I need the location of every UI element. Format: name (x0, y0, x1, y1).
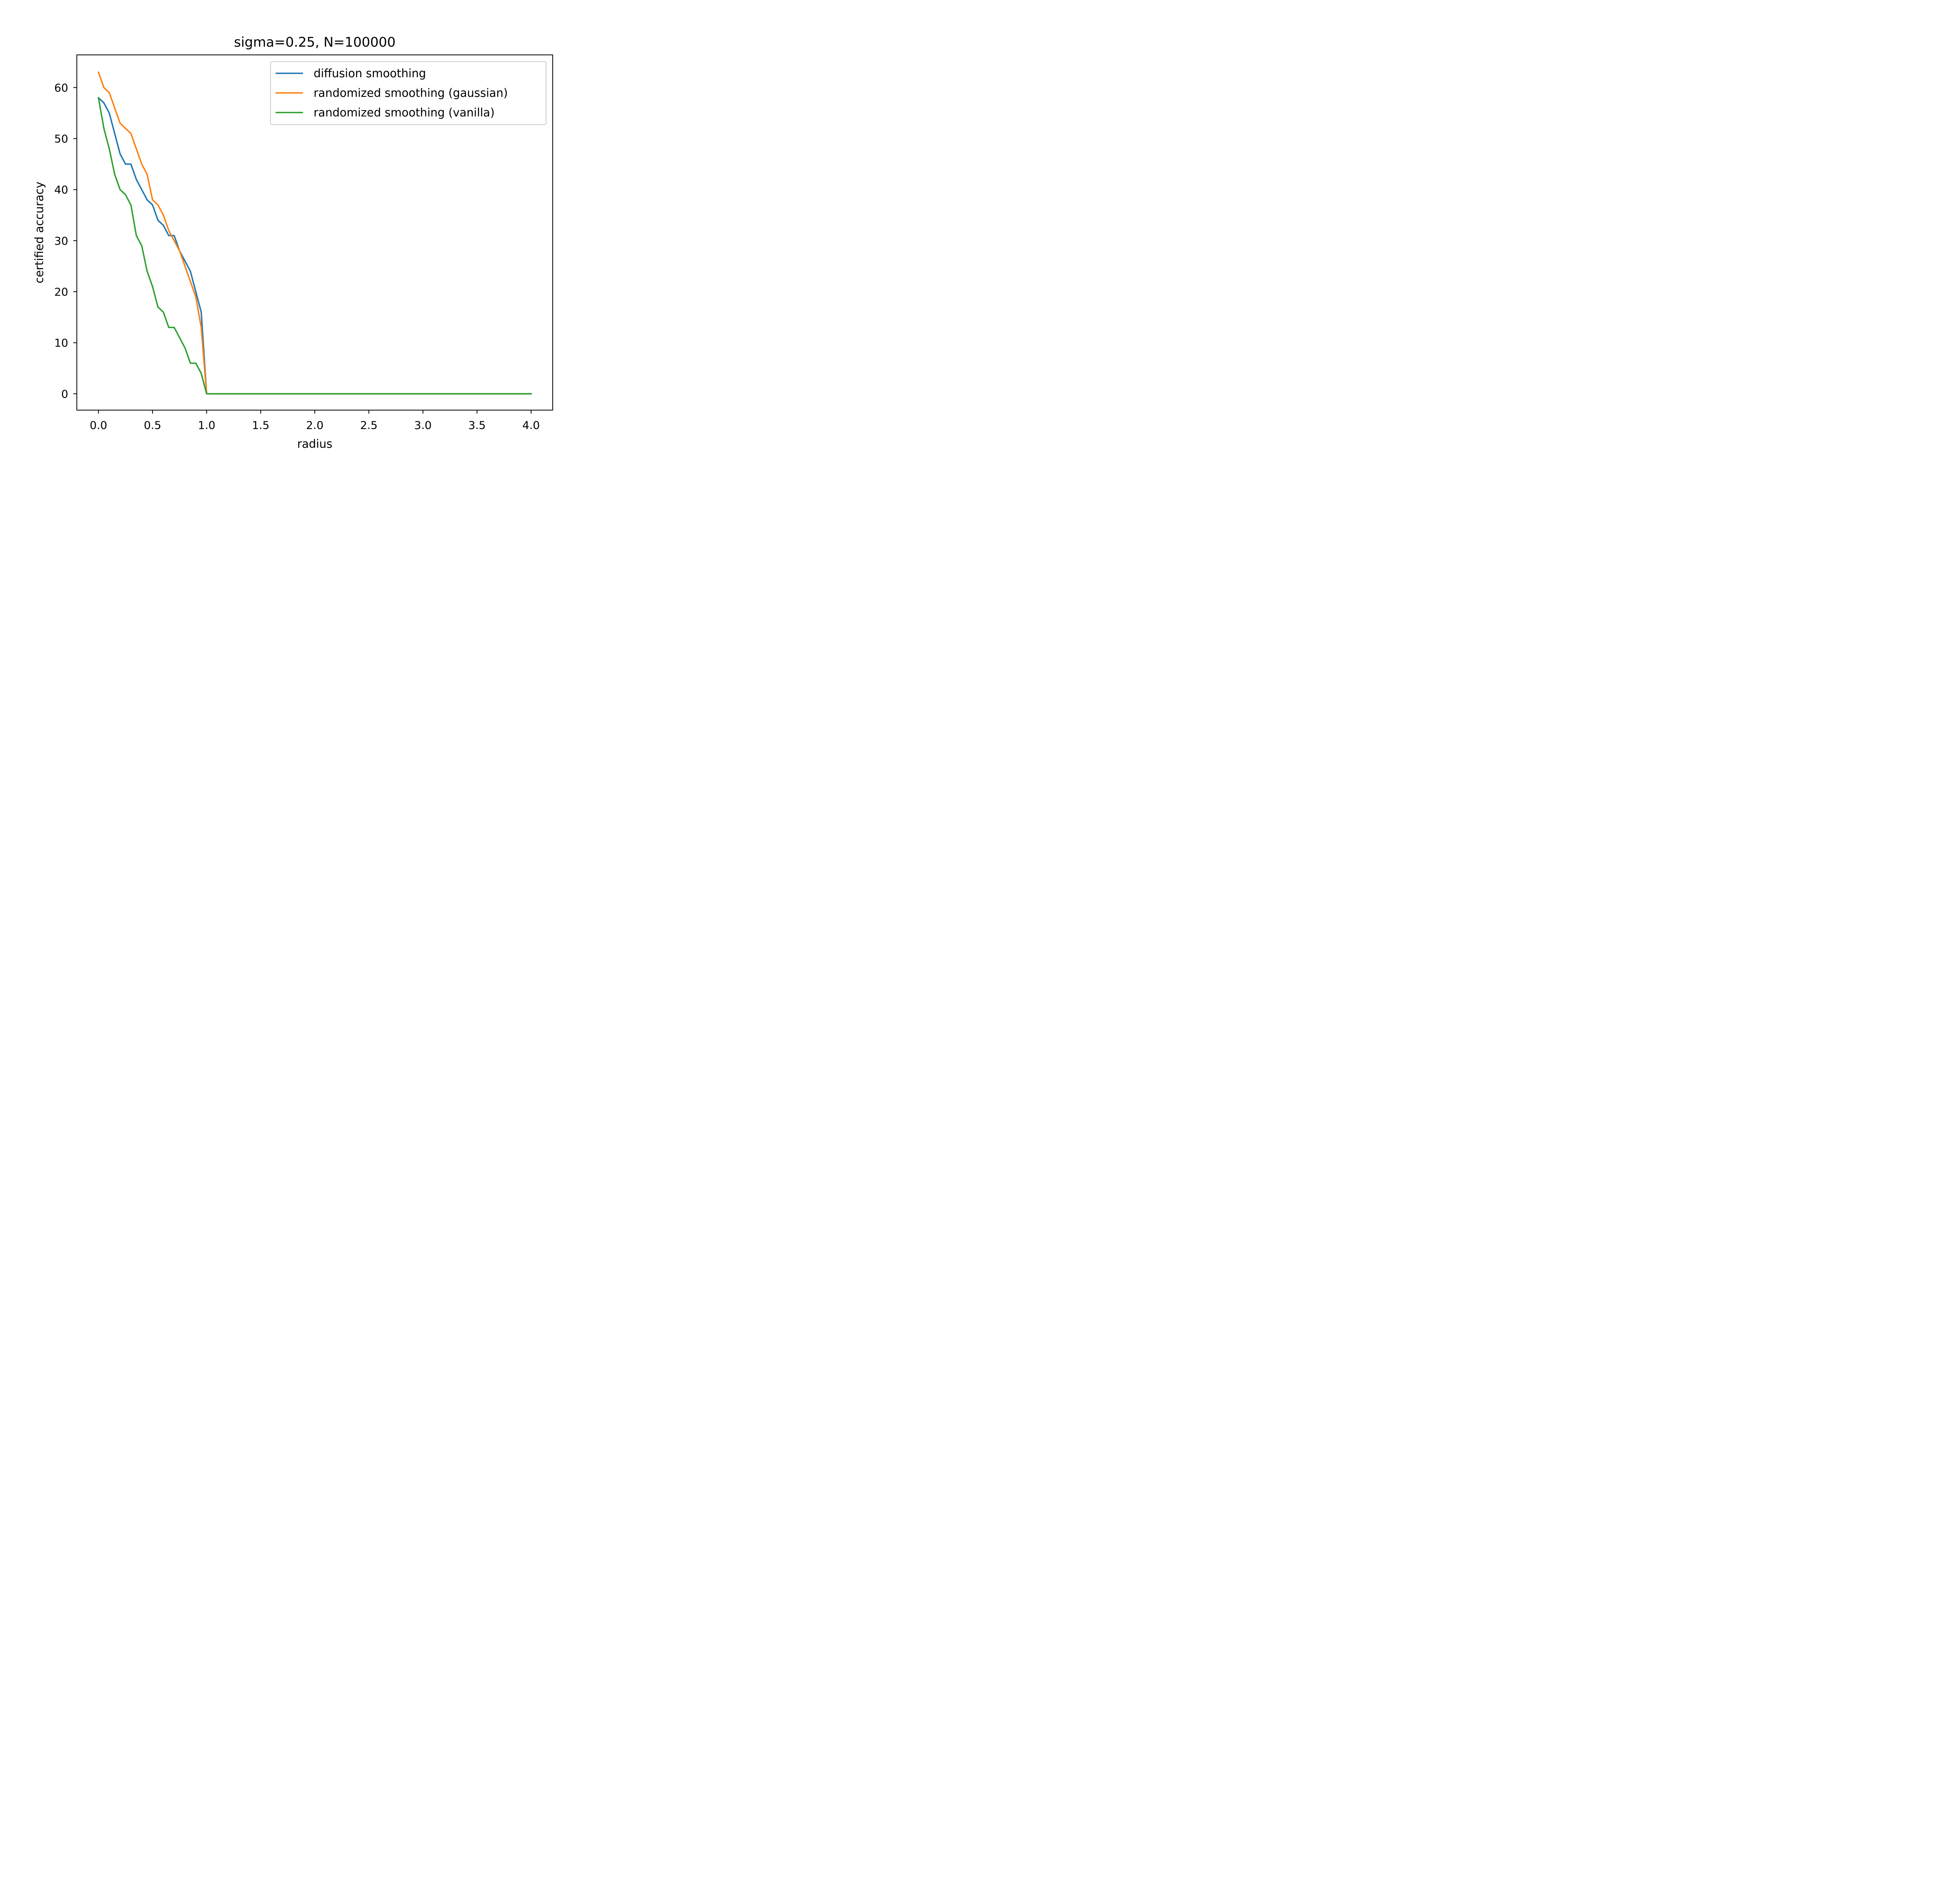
chart-title: sigma=0.25, N=100000 (234, 35, 396, 50)
y-tick-label: 40 (54, 183, 68, 196)
legend-label-2: randomized smoothing (gaussian) (314, 86, 508, 100)
x-tick-label: 0.0 (90, 419, 107, 432)
x-tick-label: 0.5 (144, 419, 162, 432)
y-tick-label: 60 (54, 81, 68, 94)
y-tick-label: 30 (54, 234, 68, 247)
legend-box (270, 61, 546, 125)
legend-label-1: diffusion smoothing (314, 67, 426, 80)
legend-label-3: randomized smoothing (vanilla) (314, 106, 495, 119)
y-tick-label: 10 (54, 336, 68, 349)
x-axis-label: radius (297, 437, 332, 451)
x-tick-label: 1.5 (252, 419, 270, 432)
legend: diffusion smoothing randomized smoothing … (270, 61, 546, 125)
series-line-2 (97, 71, 532, 395)
x-tick-label: 3.0 (414, 419, 432, 432)
y-axis: 0 10 20 30 40 50 60 (54, 81, 77, 400)
y-axis-label: certified accuracy (33, 182, 46, 283)
y-tick-label: 50 (54, 132, 68, 145)
x-tick-label: 4.0 (523, 419, 540, 432)
x-tick-label: 2.5 (360, 419, 378, 432)
y-tick-label: 0 (61, 387, 68, 400)
x-tick-label: 3.5 (468, 419, 486, 432)
x-tick-label: 2.0 (306, 419, 324, 432)
series-line-3 (98, 97, 532, 395)
series-line-1 (97, 96, 532, 395)
line-chart: sigma=0.25, N=100000 0.0 0.5 1.0 1.5 2.0 2.5 3… (0, 0, 606, 455)
x-axis: 0.0 0.5 1.0 1.5 2.0 2.5 3.0 3.5 4.0 (90, 410, 540, 432)
x-tick-label: 1.0 (198, 419, 216, 432)
series-layer (97, 71, 532, 395)
y-tick-label: 20 (54, 285, 68, 298)
